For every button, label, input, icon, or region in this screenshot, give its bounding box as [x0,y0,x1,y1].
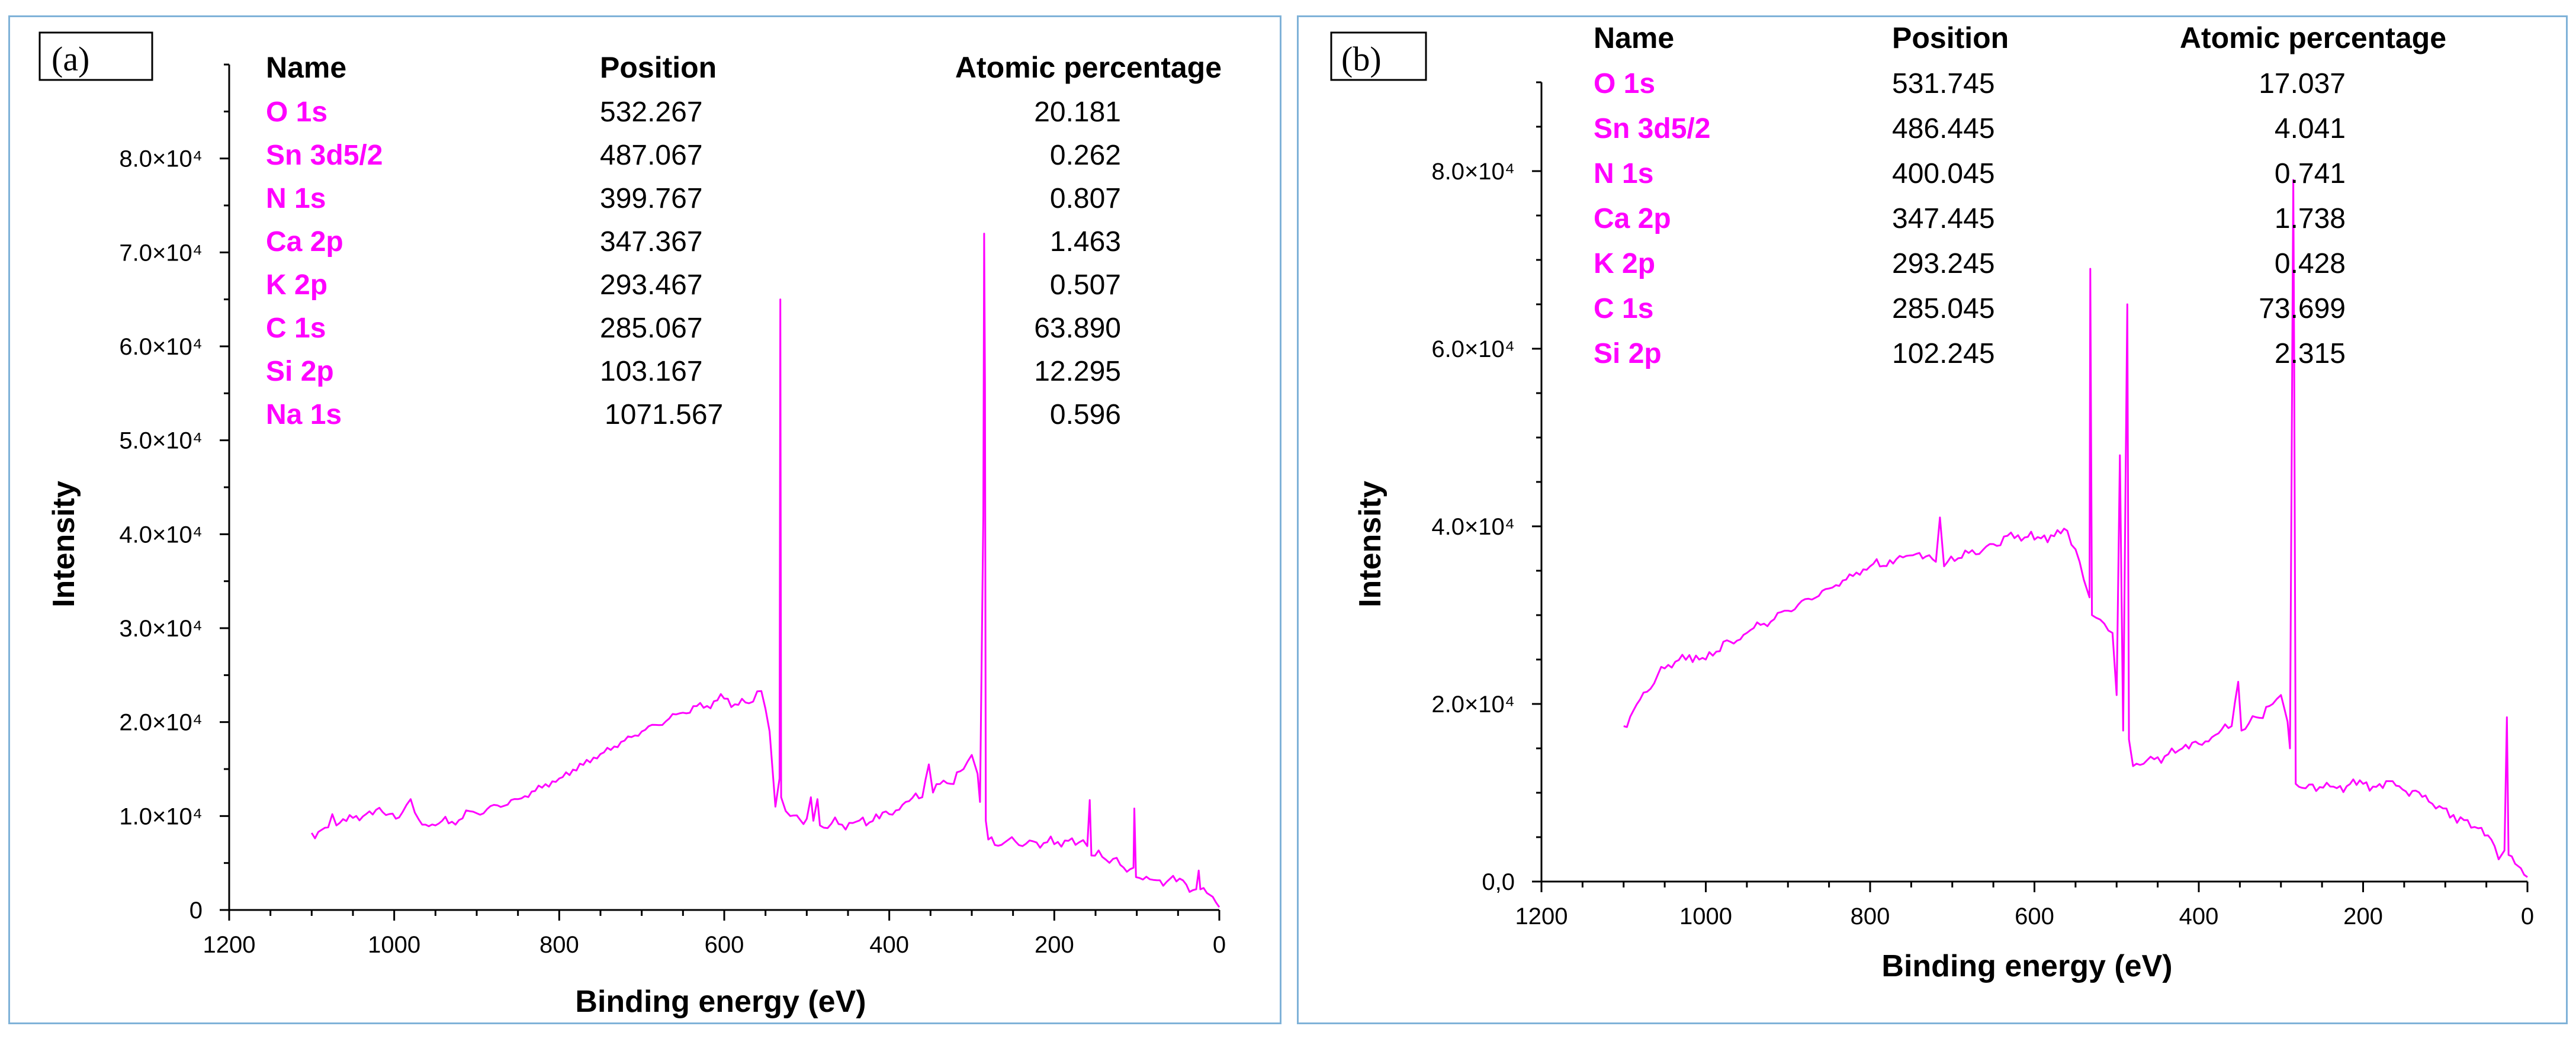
table-cell-name: N 1s [1594,158,1653,189]
x-tick-label: 1200 [1515,903,1568,930]
table-cell-name: O 1s [1594,68,1655,99]
table-cell-position: 400.045 [1892,158,1995,189]
y-tick-label: 4.0×10⁴ [119,522,203,548]
x-tick-label: 0 [1213,932,1226,958]
table-cell-position: 487.067 [600,140,703,171]
table-cell-position: 102.245 [1892,338,1995,369]
x-tick-label: 1200 [203,932,256,958]
table-header-position: Position [1892,21,2009,54]
y-tick-label: 5.0×10⁴ [119,428,203,454]
y-tick-label: 2.0×10⁴ [119,710,203,736]
x-axis-title: Binding energy (eV) [575,985,866,1019]
table-cell-atomic-percentage: 0.741 [2275,158,2346,189]
table-cell-atomic-percentage: 1.738 [2275,203,2346,234]
x-tick-label: 0 [2521,903,2534,930]
table-cell-atomic-percentage: 0.428 [2275,248,2346,279]
table-cell-atomic-percentage: 0.262 [1050,140,1121,171]
table-cell-atomic-percentage: 63.890 [1034,313,1121,344]
y-tick-label: 6.0×10⁴ [119,334,203,360]
chart-a: (a) 0 1.0×10⁴ 2.0×10⁴ 3.0×10⁴ 4.0×10⁴ 5.0×10⁴ 6… [38,31,1226,1019]
table-cell-name: Ca 2p [1594,203,1671,234]
table-cell-atomic-percentage: 0.507 [1050,269,1121,301]
table-cell-atomic-percentage: 0.807 [1050,183,1121,214]
y-tick-label: 0 [189,898,203,924]
table-cell-name: C 1s [1594,293,1653,324]
x-axis-title: Binding energy (eV) [1881,949,2172,983]
x-tick-label: 600 [705,932,744,958]
table-header-position: Position [600,51,717,84]
table-cell-atomic-percentage: 20.181 [1034,97,1121,128]
y-tick-label: 0,0 [1482,869,1515,895]
y-tick-label: 6.0×10⁴ [1431,336,1515,362]
y-tick-label: 1.0×10⁴ [119,803,203,829]
table-cell-name: Sn 3d5/2 [1594,113,1710,144]
table-cell-atomic-percentage: 73.699 [2259,293,2346,324]
table-cell-position: 399.767 [600,183,703,214]
chart-b: (b) 0,0 2.0×10⁴ 4.0×10⁴ 6.0×10⁴ 8.0×10⁴ 1200 10… [1330,21,2534,983]
y-tick-label: 4.0×10⁴ [1431,514,1515,540]
panel-a: (a) 0 1.0×10⁴ 2.0×10⁴ 3.0×10⁴ 4.0×10⁴ 5.0×10⁴ 6… [8,15,1281,1024]
table-cell-position: 486.445 [1892,113,1995,144]
panel-label-box [38,31,153,81]
table-cell-atomic-percentage: 12.295 [1034,356,1121,387]
x-tick-label: 600 [2015,903,2054,930]
y-tick-label: 7.0×10⁴ [119,240,203,266]
table-cell-name: K 2p [1594,248,1655,279]
table-cell-name: Si 2p [1594,338,1662,369]
y-tick-label: 3.0×10⁴ [119,616,203,642]
table-cell-position: 293.245 [1892,248,1995,279]
table-cell-position: 293.467 [600,269,703,301]
table-cell-position: 1071.567 [605,399,723,430]
x-tick-label: 200 [2343,903,2383,930]
y-axis-title: Intensity [47,481,81,607]
table-cell-position: 347.445 [1892,203,1995,234]
x-tick-label: 400 [2179,903,2219,930]
x-tick-label: 1000 [1679,903,1732,930]
table-header-atomic-percentage: Atomic percentage [955,51,1222,84]
x-tick-label: 400 [869,932,909,958]
table-cell-name: O 1s [266,97,327,128]
table-header-name: Name [266,51,346,84]
table-cell-name: Si 2p [266,356,334,387]
table-header-name: Name [1594,21,1674,54]
x-tick-label: 200 [1035,932,1074,958]
table-cell-name: Na 1s [266,399,342,430]
y-tick-label: 8.0×10⁴ [119,146,203,172]
spectrum-line [1623,179,2528,878]
table-cell-position: 103.167 [600,356,703,387]
table-cell-name: C 1s [266,313,326,344]
panel-label-box [1330,31,1427,81]
table-cell-name: K 2p [266,269,327,301]
table-cell-position: 347.367 [600,226,703,258]
x-tick-label: 1000 [368,932,420,958]
table-cell-name: N 1s [266,183,326,214]
y-tick-label: 8.0×10⁴ [1431,159,1515,185]
x-tick-label: 800 [539,932,579,958]
table-cell-position: 285.067 [600,313,703,344]
spectrum-line [311,233,1220,908]
panel-label: (a) [52,40,89,78]
y-tick-label: 2.0×10⁴ [1431,692,1515,718]
panel-b: (b) 0,0 2.0×10⁴ 4.0×10⁴ 6.0×10⁴ 8.0×10⁴ 1200 10… [1297,15,2568,1024]
panel-label: (b) [1341,40,1382,78]
table-cell-atomic-percentage: 17.037 [2259,68,2346,99]
table-cell-atomic-percentage: 0.596 [1050,399,1121,430]
table-cell-position: 531.745 [1892,68,1995,99]
table-cell-name: Sn 3d5/2 [266,140,383,171]
table-cell-atomic-percentage: 1.463 [1050,226,1121,258]
x-tick-label: 800 [1851,903,1890,930]
table-cell-position: 532.267 [600,97,703,128]
table-cell-position: 285.045 [1892,293,1995,324]
table-cell-name: Ca 2p [266,226,343,258]
table-header-atomic-percentage: Atomic percentage [2180,21,2446,54]
table-cell-atomic-percentage: 4.041 [2275,113,2346,144]
table-cell-atomic-percentage: 2.315 [2275,338,2346,369]
y-axis-title: Intensity [1353,481,1387,607]
